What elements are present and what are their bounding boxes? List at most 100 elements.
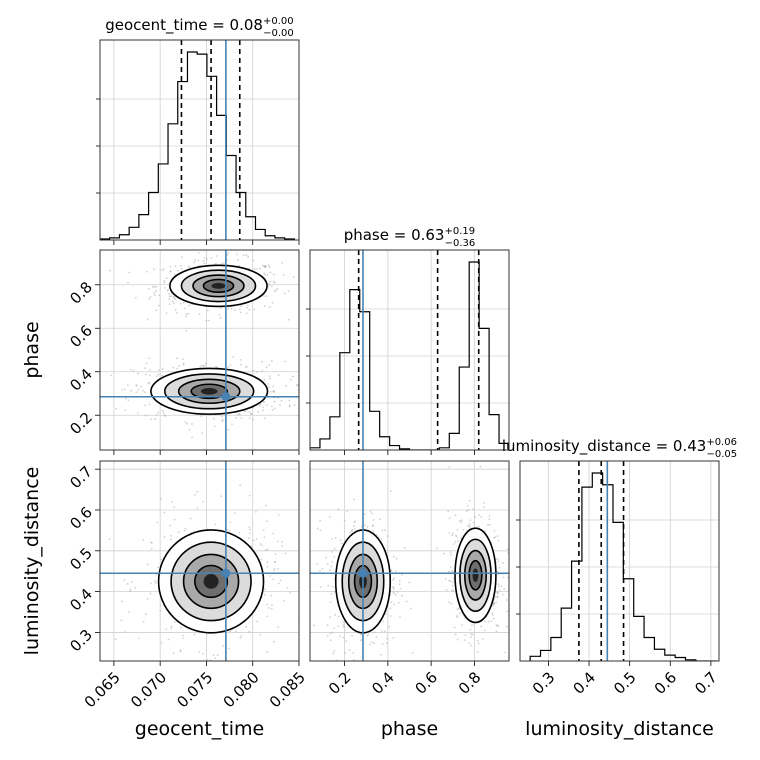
- sample-point: [477, 513, 480, 516]
- panel-luminosity_distance-vs-geocent_time: 0.3 0.4 0.5 0.6 0.7 0.065 0.070 0.075 0.080 0.085: [66, 460, 309, 711]
- sample-point: [153, 294, 156, 297]
- sample-point: [148, 369, 151, 371]
- sample-point: [263, 305, 266, 308]
- density-contour: [190, 383, 229, 400]
- sample-point: [168, 295, 171, 298]
- density-contour: [192, 274, 245, 298]
- density-level: [203, 574, 219, 589]
- sample-point: [165, 277, 168, 280]
- sample-point: [155, 309, 158, 312]
- sample-point: [457, 540, 459, 542]
- sample-point: [367, 633, 370, 636]
- sample-point: [273, 290, 276, 293]
- x-tick-label: 0.3: [529, 668, 559, 698]
- sample-point: [159, 604, 162, 607]
- sample-point: [284, 360, 286, 363]
- sample-point: [238, 412, 241, 415]
- sample-point: [488, 515, 491, 517]
- sample-point: [215, 255, 218, 257]
- sample-point: [486, 524, 489, 526]
- sample-point: [344, 651, 347, 654]
- sample-point: [277, 582, 280, 585]
- sample-point: [454, 633, 457, 636]
- sample-point: [179, 649, 182, 652]
- sample-point: [342, 626, 345, 628]
- sample-point: [124, 409, 127, 412]
- sample-point: [264, 266, 267, 269]
- sample-point: [468, 525, 471, 527]
- sample-point: [213, 417, 215, 420]
- sample-point: [496, 595, 499, 598]
- sample-point: [342, 621, 345, 624]
- sample-point: [168, 298, 171, 300]
- sample-point: [221, 415, 224, 418]
- sample-point: [246, 306, 248, 309]
- sample-point: [408, 581, 411, 584]
- sample-point: [121, 389, 124, 391]
- sample-point: [296, 383, 298, 386]
- sample-point: [173, 506, 176, 509]
- sample-point: [390, 569, 392, 572]
- sample-point: [216, 654, 219, 657]
- sample-point: [277, 513, 280, 516]
- sample-point: [372, 524, 374, 527]
- sample-point: [462, 529, 465, 531]
- sample-point: [477, 642, 480, 645]
- sample-point: [240, 417, 243, 420]
- sample-point: [303, 311, 305, 313]
- sample-point: [253, 308, 256, 311]
- sample-point: [351, 634, 353, 637]
- sample-point: [227, 307, 230, 310]
- sample-point: [506, 625, 508, 628]
- sample-point: [214, 657, 217, 660]
- y-tick-label: 0.5: [66, 544, 96, 574]
- sample-point: [503, 588, 506, 591]
- sample-point: [363, 513, 366, 516]
- sample-point: [266, 274, 269, 276]
- sample-point: [495, 558, 498, 561]
- sample-point: [493, 602, 495, 605]
- sample-point: [392, 588, 395, 590]
- sample-point: [456, 529, 459, 532]
- sample-point: [239, 308, 241, 311]
- sample-point: [182, 362, 185, 365]
- sample-point: [371, 512, 373, 515]
- sample-point: [279, 579, 282, 582]
- sample-point: [172, 366, 175, 369]
- sample-point: [163, 280, 166, 282]
- sample-point: [222, 262, 225, 264]
- sample-point: [236, 414, 239, 416]
- sample-point: [229, 364, 232, 366]
- sample-point: [137, 637, 140, 640]
- sample-point: [173, 273, 176, 276]
- sample-point: [170, 627, 172, 630]
- sample-point: [466, 504, 469, 507]
- sample-point: [338, 635, 341, 638]
- sample-point: [466, 525, 469, 527]
- sample-point: [170, 538, 172, 541]
- sample-point: [304, 289, 306, 291]
- sample-point: [193, 261, 196, 264]
- sample-point: [274, 553, 277, 556]
- sample-point: [450, 569, 453, 572]
- sample-point: [497, 625, 499, 628]
- sample-point: [277, 626, 280, 629]
- sample-point: [367, 665, 369, 667]
- sample-point: [160, 558, 163, 561]
- title-sup: +0.00: [263, 16, 294, 27]
- sample-point: [342, 636, 345, 639]
- panel-frame: [309, 460, 510, 662]
- sample-point: [270, 607, 273, 610]
- sample-point: [256, 267, 259, 270]
- sample-point: [249, 528, 252, 531]
- sample-point: [213, 425, 216, 428]
- sample-point: [144, 404, 147, 407]
- sample-point: [221, 262, 223, 265]
- sample-point: [269, 271, 272, 274]
- sample-point: [168, 292, 170, 295]
- sample-point: [257, 410, 260, 413]
- y-axis-label: phase: [21, 321, 43, 378]
- x-tick-label: 0.080: [220, 668, 263, 711]
- sample-point: [269, 377, 271, 380]
- sample-point: [233, 309, 236, 312]
